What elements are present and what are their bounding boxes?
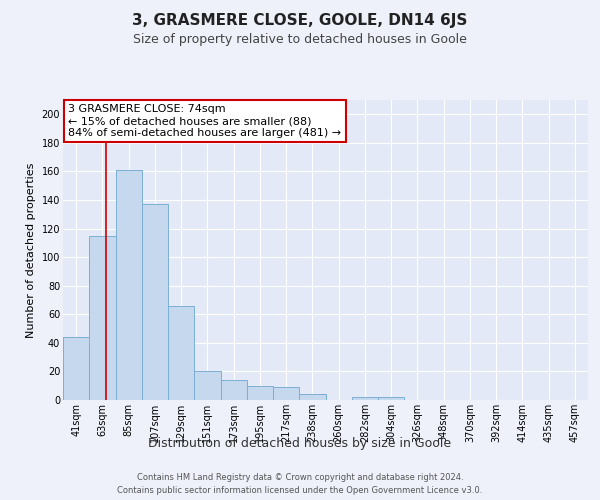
Text: 3, GRASMERE CLOSE, GOOLE, DN14 6JS: 3, GRASMERE CLOSE, GOOLE, DN14 6JS [133,12,467,28]
Text: Distribution of detached houses by size in Goole: Distribution of detached houses by size … [148,438,452,450]
Bar [221,380,247,400]
Bar [194,372,221,400]
Text: 3 GRASMERE CLOSE: 74sqm
← 15% of detached houses are smaller (88)
84% of semi-de: 3 GRASMERE CLOSE: 74sqm ← 15% of detache… [68,104,341,138]
Text: Contains HM Land Registry data © Crown copyright and database right 2024.: Contains HM Land Registry data © Crown c… [137,472,463,482]
Bar [247,386,273,400]
Bar [89,236,115,400]
Bar [352,397,378,400]
Y-axis label: Number of detached properties: Number of detached properties [26,162,36,338]
Text: Size of property relative to detached houses in Goole: Size of property relative to detached ho… [133,32,467,46]
Bar [168,306,194,400]
Bar [299,394,325,400]
Bar [273,387,299,400]
Text: Contains public sector information licensed under the Open Government Licence v3: Contains public sector information licen… [118,486,482,495]
Bar [142,204,168,400]
Bar [378,397,404,400]
Bar [63,337,89,400]
Bar [115,170,142,400]
